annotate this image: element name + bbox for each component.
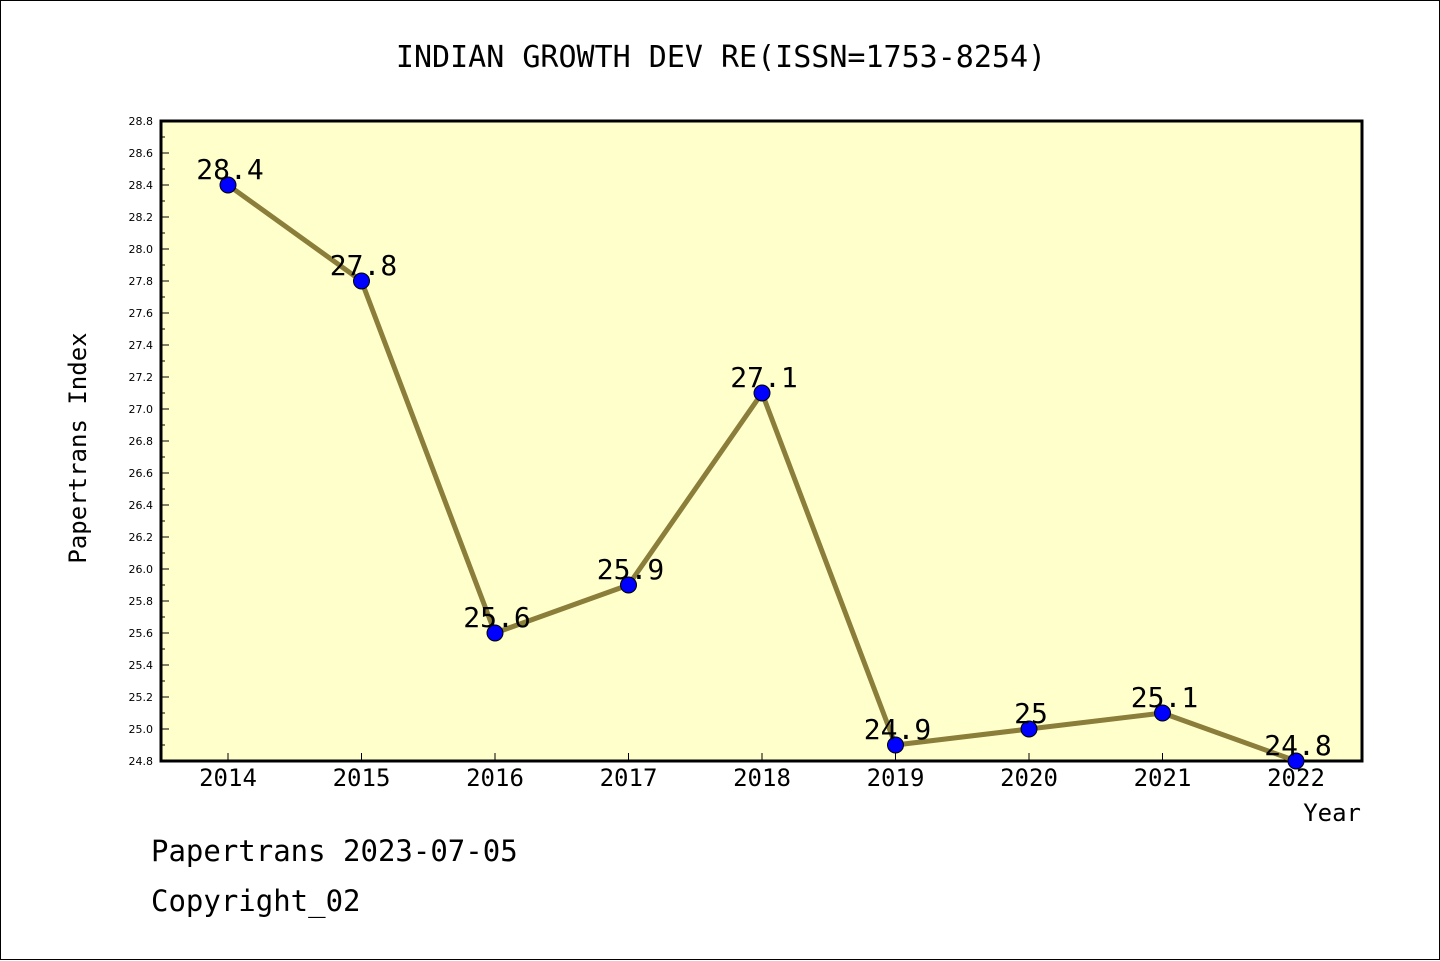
- y-tick-label: 28.4: [129, 179, 154, 192]
- y-axis-ticks: 24.8 25.0 25.2 25.4 25.6 25.8 26.0 26.2 26.4 26.6…: [129, 115, 169, 768]
- y-tick-label: 27.0: [129, 403, 154, 416]
- x-tick-label: 2021: [1134, 764, 1192, 792]
- data-point: [486, 624, 504, 642]
- y-tick-label: 25.2: [129, 691, 154, 704]
- data-point: [887, 736, 904, 754]
- data-label: 24.9: [864, 713, 931, 746]
- y-tick-label: 26.4: [129, 499, 154, 512]
- footer-copyright-text: Copyright_02: [151, 884, 361, 918]
- data-point: [620, 576, 637, 594]
- y-tick-label: 25.4: [129, 659, 154, 672]
- data-point: [1154, 704, 1171, 722]
- y-tick-label: 26.2: [129, 531, 154, 544]
- data-label: 25: [1014, 697, 1048, 730]
- data-label: 24.8: [1264, 729, 1331, 762]
- y-tick-label: 24.8: [129, 755, 154, 768]
- data-point: [1287, 752, 1305, 770]
- x-tick-label: 2018: [733, 764, 791, 792]
- y-tick-label: 27.4: [129, 339, 154, 352]
- data-label: 27.8: [330, 249, 397, 282]
- data-label: 25.1: [1131, 681, 1198, 714]
- data-point: [753, 384, 771, 402]
- x-tick-label: 2019: [867, 764, 925, 792]
- x-tick-label: 2017: [600, 764, 658, 792]
- data-point: [353, 272, 370, 290]
- y-tick-label: 25.8: [129, 595, 154, 608]
- y-tick-label: 28.0: [129, 243, 154, 256]
- y-tick-label: 25.6: [129, 627, 154, 640]
- y-tick-label: 26.6: [129, 467, 154, 480]
- y-tick-label: 25.0: [129, 723, 154, 736]
- chart-title: INDIAN GROWTH DEV RE(ISSN=1753-8254): [396, 40, 1046, 75]
- y-tick-label: 26.0: [129, 563, 154, 576]
- y-tick-label: 27.2: [129, 371, 154, 384]
- y-tick-label: 28.6: [129, 147, 154, 160]
- data-point: [219, 176, 237, 194]
- data-label: 25.9: [597, 553, 664, 586]
- data-label: 28.4: [196, 153, 263, 186]
- plot-area: [159, 119, 1364, 763]
- data-label: 27.1: [730, 361, 797, 394]
- x-tick-label: 2020: [1000, 764, 1058, 792]
- x-tick-label: 2015: [333, 764, 391, 792]
- x-tick-label: 2014: [199, 764, 257, 792]
- data-label: 25.6: [463, 601, 530, 634]
- y-tick-label: 27.6: [129, 307, 154, 320]
- x-axis-ticks: 2014 2015 2016 2017 2018 2019 2020 2021 2022: [199, 753, 1325, 792]
- y-tick-label: 26.8: [129, 435, 154, 448]
- y-tick-label: 28.8: [129, 115, 154, 128]
- y-axis-label: Papertrans Index: [64, 332, 92, 563]
- y-tick-label: 28.2: [129, 211, 154, 224]
- x-axis-label: Year: [1303, 799, 1361, 827]
- series-line-group: 28.4 27.8 25.6 25.9 27.1 24.9 25 25.1 24.8: [196, 153, 1332, 770]
- y-tick-label: 27.8: [129, 275, 154, 288]
- data-point: [1020, 720, 1038, 738]
- x-tick-label: 2016: [466, 764, 524, 792]
- footer-date-text: Papertrans 2023-07-05: [151, 834, 518, 868]
